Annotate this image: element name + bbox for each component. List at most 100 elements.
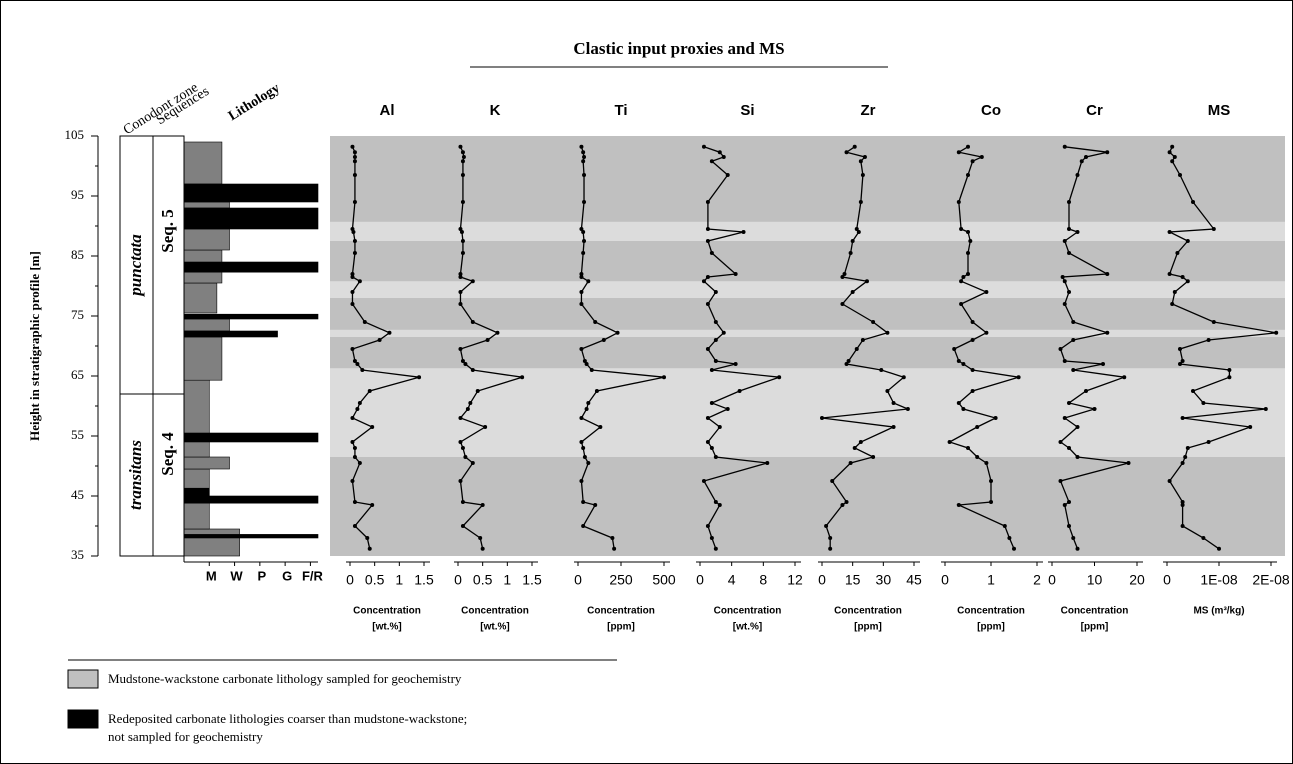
sample-point (483, 425, 488, 429)
sample-point (581, 230, 586, 234)
x-tick-label: 1E-08 (1200, 572, 1238, 588)
texture-label: W (230, 568, 243, 583)
x-tick-label: 0 (818, 572, 826, 588)
sample-point (1062, 239, 1067, 243)
sample-point (459, 230, 464, 234)
sample-point (355, 407, 360, 411)
x-tick-label: 20 (1129, 572, 1145, 588)
sample-point (598, 425, 603, 429)
sample-point (1180, 524, 1185, 528)
x-axis-label: [wt.%] (733, 622, 762, 633)
sequence-label: Seq. 4 (158, 432, 177, 476)
sample-point (1062, 302, 1067, 306)
sample-point (830, 479, 835, 483)
sample-point (970, 320, 975, 324)
sample-point (1058, 347, 1063, 351)
sample-point (350, 290, 355, 294)
x-tick-label: 0 (941, 572, 949, 588)
sample-point (1180, 416, 1185, 420)
sample-point (1167, 479, 1172, 483)
sample-point (352, 524, 357, 528)
sample-point (579, 347, 584, 351)
sample-point (1067, 446, 1071, 450)
y-tick-label: 45 (71, 487, 84, 502)
sample-point (966, 446, 970, 450)
y-tick-label: 35 (71, 547, 84, 562)
sample-point (947, 440, 952, 444)
lithology-bed (183, 201, 230, 209)
lithology-bed (183, 432, 319, 443)
sample-point (460, 446, 465, 450)
sample-point (458, 275, 463, 279)
x-tick-label: 12 (787, 572, 803, 588)
sample-point (601, 338, 606, 342)
sample-point (350, 272, 355, 276)
sample-point (820, 416, 824, 420)
sample-point (1180, 500, 1185, 504)
lithology-bed (183, 207, 319, 230)
sample-point (458, 302, 463, 306)
sample-point (885, 330, 890, 335)
sample-point (701, 144, 706, 149)
sample-point (460, 200, 465, 204)
x-axis-label: Concentration (587, 606, 655, 617)
sample-point (858, 440, 863, 444)
sample-point (480, 546, 485, 551)
sample-point (733, 272, 738, 276)
sample-point (979, 155, 984, 159)
sample-point (417, 375, 422, 380)
sample-point (1060, 275, 1065, 279)
sample-point (840, 275, 845, 279)
sample-point (705, 524, 710, 528)
sample-point (1062, 279, 1067, 284)
sample-point (717, 503, 722, 507)
sample-point (709, 536, 714, 540)
sample-point (846, 359, 851, 363)
sample-point (956, 200, 961, 204)
sample-point (1071, 368, 1076, 372)
texture-label: G (282, 568, 292, 583)
sample-point (612, 546, 617, 551)
sample-point (458, 479, 463, 483)
sample-point (357, 279, 362, 284)
sample-point (1170, 159, 1175, 164)
sample-point (579, 440, 584, 444)
panel-title: Si (740, 102, 754, 119)
sample-point (725, 407, 730, 411)
sample-point (593, 503, 598, 507)
sample-point (1217, 546, 1221, 551)
sample-point (860, 173, 865, 177)
sample-point (1067, 500, 1071, 504)
sample-point (1016, 375, 1021, 380)
sample-point (351, 230, 356, 234)
sample-point (1201, 401, 1206, 405)
sample-point (970, 159, 975, 164)
sample-point (970, 368, 975, 372)
sample-point (970, 389, 975, 393)
y-tick-label: 55 (71, 427, 84, 442)
panel-title: Co (981, 102, 1001, 119)
sample-point (350, 227, 355, 231)
sample-point (594, 389, 599, 393)
sample-point (1172, 155, 1177, 159)
sample-point (1105, 272, 1110, 276)
sample-point (584, 407, 589, 411)
x-axis-label: Concentration (353, 606, 421, 617)
sample-point (586, 401, 591, 405)
sample-point (858, 159, 863, 164)
sample-point (871, 455, 876, 459)
texture-label: F/R (302, 568, 324, 583)
sample-point (1071, 536, 1076, 540)
sample-point (662, 375, 666, 380)
zone-label: transitans (126, 440, 145, 510)
lithology-bed (183, 141, 223, 185)
x-tick-label: 2 (1033, 572, 1041, 588)
sample-point (1227, 375, 1232, 380)
sample-point (885, 389, 890, 393)
sample-point (584, 362, 589, 366)
sample-point (852, 144, 857, 149)
sample-point (582, 455, 587, 459)
sample-point (721, 330, 726, 335)
sample-point (367, 389, 372, 393)
sample-point (905, 407, 910, 411)
